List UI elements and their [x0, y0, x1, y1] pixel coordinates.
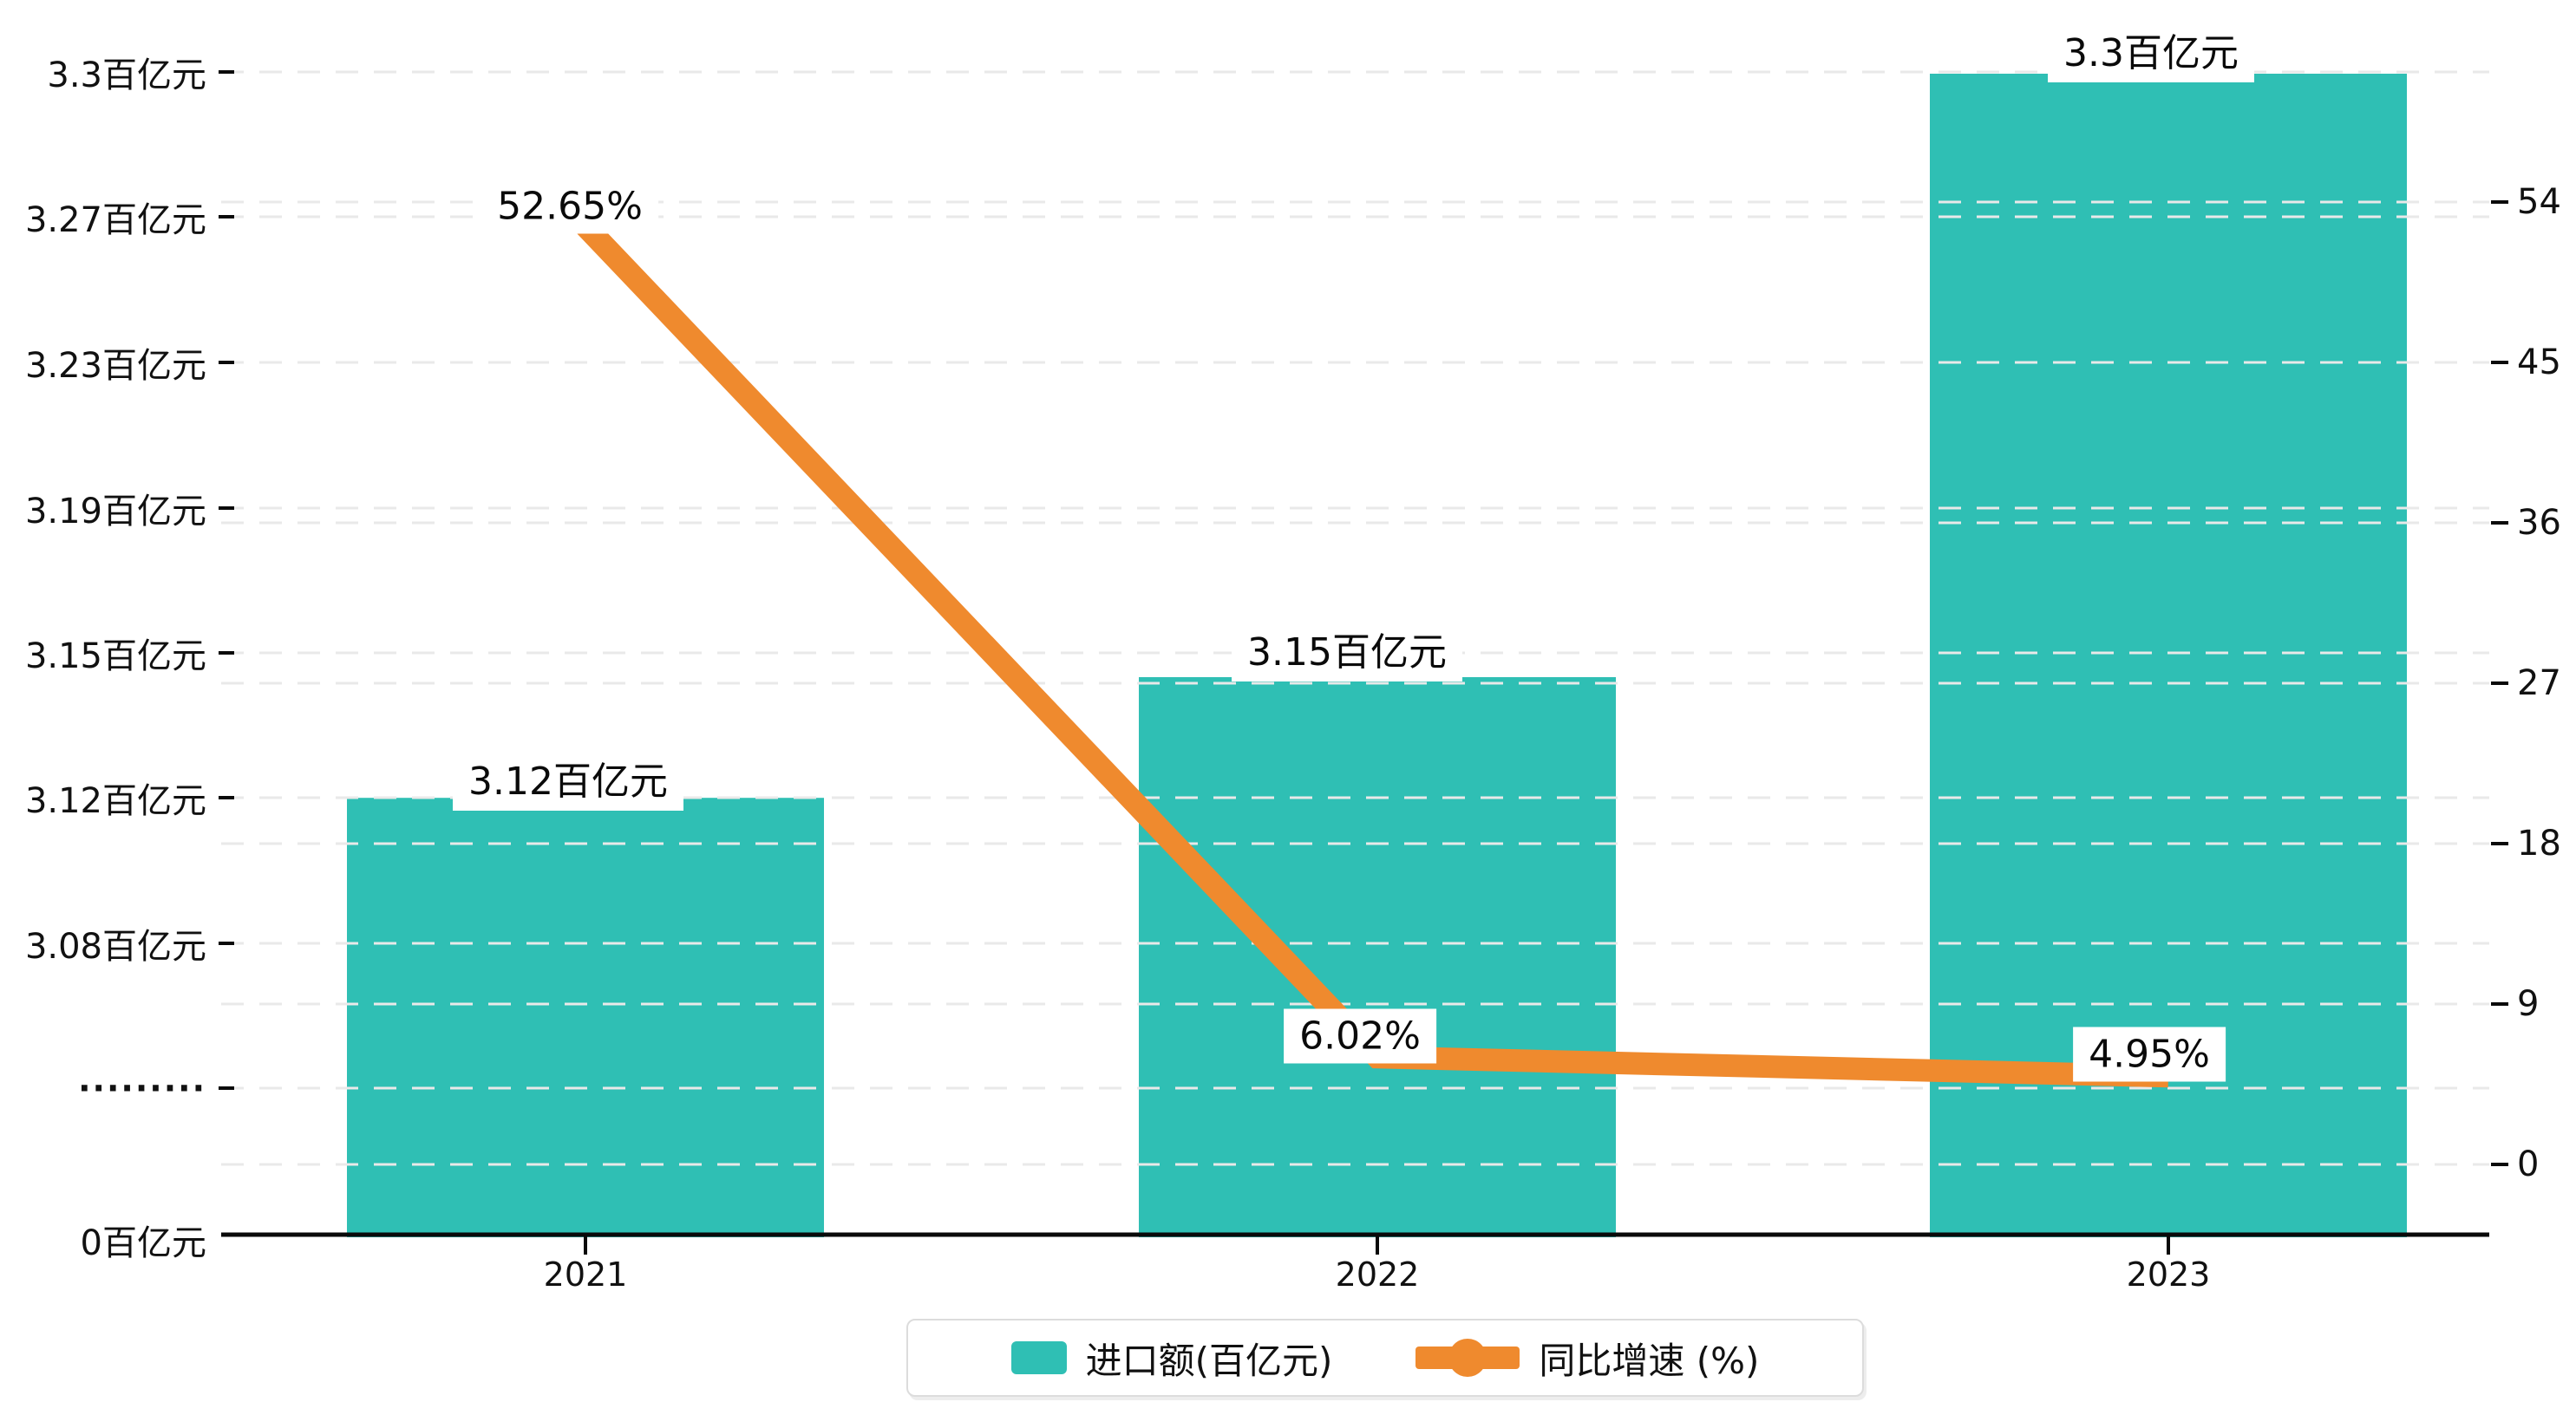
left-axis-tick: 0百亿元: [80, 1223, 206, 1263]
bar-2022: [1139, 677, 1616, 1237]
bar-2021: [347, 798, 824, 1237]
left-axis-tick: 3.12百亿元: [24, 781, 206, 821]
bar-series-swatch-icon: [1010, 1341, 1067, 1374]
right-axis-tick: 18: [2517, 824, 2561, 864]
right-axis-tick: 54: [2517, 182, 2561, 222]
legend-item-growth-rate[interactable]: 同比增速 (%): [1415, 1332, 1759, 1385]
left-axis-tick: 3.15百亿元: [24, 636, 206, 676]
left-axis-tick: 3.23百亿元: [24, 346, 206, 386]
line-value-label-2021: 52.65%: [481, 179, 658, 234]
left-axis-tick: 3.3百亿元: [47, 55, 206, 95]
right-axis-tick: 9: [2517, 984, 2540, 1024]
x-axis-label-2023: 2023: [2126, 1255, 2211, 1294]
legend-label: 进口额(百亿元): [1085, 1339, 1333, 1382]
legend-label: 同比增速 (%): [1539, 1339, 1760, 1382]
x-axis-label-2021: 2021: [543, 1255, 628, 1294]
line-value-label-2023: 4.95%: [2073, 1027, 2226, 1082]
right-axis-tick: 45: [2517, 342, 2561, 382]
left-axis-break-mark: ·········: [78, 1069, 206, 1107]
line-series-marker-icon: [1415, 1339, 1520, 1377]
bar-value-label-2022: 3.15百亿元: [1232, 616, 1462, 681]
left-axis-tick: 3.08百亿元: [24, 927, 206, 967]
bar-value-label-2021: 3.12百亿元: [453, 745, 683, 811]
right-axis-tick: 36: [2517, 503, 2561, 543]
x-axis-label-2022: 2022: [1335, 1255, 1420, 1294]
left-axis-tick: 3.19百亿元: [24, 492, 206, 531]
bar-value-label-2023: 3.3百亿元: [2048, 16, 2254, 82]
right-axis-tick: 27: [2517, 663, 2561, 703]
legend: 进口额(百亿元) 同比增速 (%): [906, 1319, 1864, 1397]
line-value-label-2022: 6.02%: [1284, 1008, 1436, 1064]
right-axis-tick: 0: [2517, 1144, 2540, 1184]
legend-item-import-value[interactable]: 进口额(百亿元): [1010, 1332, 1333, 1385]
left-axis-tick: 3.27百亿元: [24, 200, 206, 240]
